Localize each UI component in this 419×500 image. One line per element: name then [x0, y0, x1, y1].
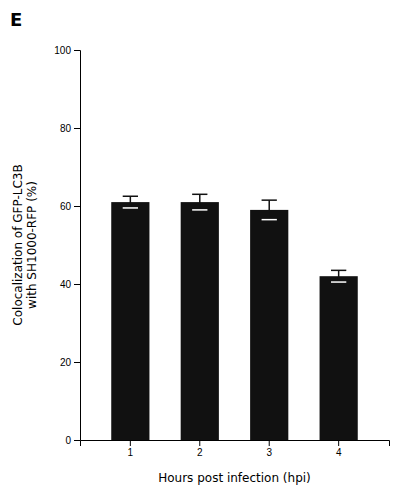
x-tick-label: 4: [336, 447, 342, 458]
error-line: [199, 194, 201, 210]
plot: 0 20 40 60 80 100 1 2 3 4: [54, 45, 389, 458]
x-tick-mark: [199, 440, 200, 446]
error-cap: [123, 196, 138, 198]
chart: 0 20 40 60 80 100 1 2 3 4 Hours post infection (hp…: [0, 0, 419, 500]
x-tick-mark: [269, 440, 270, 446]
y-tick: 60: [60, 201, 80, 212]
x-tick: 2: [197, 440, 203, 458]
y-tick-mark: [74, 362, 80, 363]
error-cap: [192, 194, 207, 196]
y-tick-label: 20: [60, 357, 72, 368]
x-tick-label: 3: [266, 447, 272, 458]
y-axis-title-line: Colocalization of GFP-LC3B: [11, 164, 25, 325]
error-bar: [262, 200, 277, 220]
y-tick-label: 40: [60, 279, 72, 290]
y-tick: 20: [60, 357, 80, 368]
error-bar: [192, 194, 207, 210]
y-tick-label: 0: [65, 435, 71, 446]
marks: [111, 194, 358, 440]
error-cap: [331, 270, 346, 272]
y-axis-title-line: with SH1000-RFP (%): [25, 181, 39, 309]
y-tick-label: 60: [60, 201, 72, 212]
y-axis-title: Colocalization of GFP-LC3Bwith SH1000-RF…: [11, 164, 39, 325]
x-axis-line: [81, 441, 390, 447]
x-tick: 1: [128, 440, 134, 458]
error-cap: [262, 199, 277, 201]
x-tick-mark: [338, 440, 339, 446]
error-bar: [123, 196, 138, 208]
x-tick-mark: [130, 440, 131, 446]
x-axis-title: Hours post infection (hpi): [158, 471, 311, 485]
error-line: [338, 270, 340, 282]
error-cap: [262, 219, 277, 221]
error-line: [268, 200, 270, 220]
y-axis-line: [74, 51, 81, 441]
error-cap: [331, 281, 346, 283]
x-tick-label: 1: [128, 447, 134, 458]
y-tick-mark: [74, 206, 80, 207]
error-bar: [331, 270, 346, 282]
bar: [250, 210, 288, 440]
y-tick-label: 100: [54, 45, 71, 56]
bar: [111, 202, 149, 440]
y-axis: 0 20 40 60 80 100: [54, 45, 80, 446]
x-tick-label: 2: [197, 447, 203, 458]
panel-label: E: [10, 9, 22, 30]
x-tick: 4: [336, 440, 342, 458]
error-cap: [123, 207, 138, 209]
bar: [181, 202, 219, 440]
x-axis: 1 2 3 4: [81, 440, 390, 458]
error-line: [130, 196, 132, 208]
x-tick: 3: [266, 440, 272, 458]
y-tick-mark: [74, 50, 80, 51]
y-tick-mark: [74, 128, 80, 129]
y-tick-mark: [74, 284, 80, 285]
y-tick-mark: [74, 440, 80, 441]
error-cap: [192, 209, 207, 211]
y-tick: 80: [60, 123, 80, 134]
y-tick: 40: [60, 279, 80, 290]
y-tick-label: 80: [60, 123, 72, 134]
bar: [320, 276, 358, 440]
y-tick: 0: [65, 435, 80, 446]
y-tick: 100: [54, 45, 80, 56]
